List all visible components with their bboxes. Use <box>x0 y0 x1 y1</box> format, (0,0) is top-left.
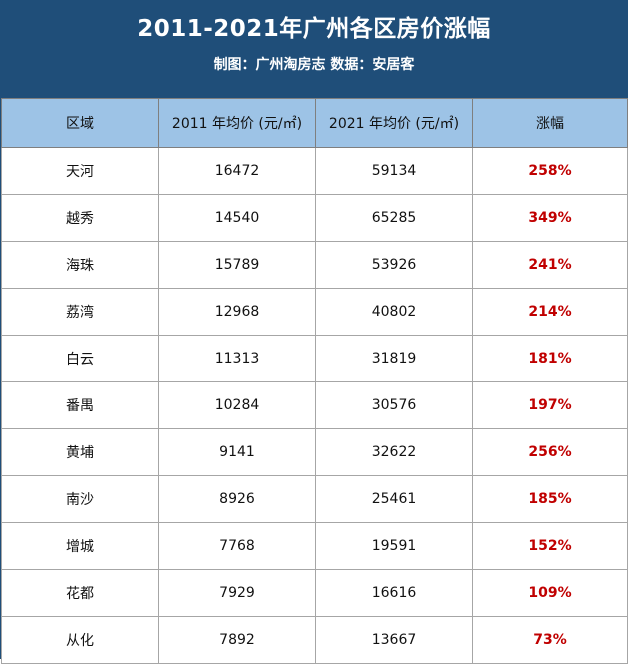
table-row: 天河 16472 59134 258% <box>1 147 628 195</box>
district-cell: 海珠 <box>1 240 159 289</box>
price-table: 区域 2011 年均价 (元/㎡) 2021 年均价 (元/㎡) 涨幅 天河 1… <box>1 98 628 664</box>
growth-cell: 258% <box>472 147 628 195</box>
table-row: 白云 11313 31819 181% <box>1 334 628 383</box>
price-2011-cell: 11313 <box>158 334 316 383</box>
district-cell: 从化 <box>1 615 159 664</box>
table-row: 从化 7892 13667 73% <box>1 615 628 664</box>
price-2011-cell: 12968 <box>158 287 316 336</box>
growth-cell: 73% <box>472 615 628 664</box>
growth-cell: 256% <box>472 428 628 477</box>
price-2011-cell: 9141 <box>158 428 316 477</box>
growth-cell: 152% <box>472 522 628 571</box>
price-2021-cell: 13667 <box>315 615 473 664</box>
table-row: 黄埔 9141 32622 256% <box>1 428 628 477</box>
district-cell: 荔湾 <box>1 287 159 336</box>
district-cell: 越秀 <box>1 193 159 242</box>
page-title: 2011-2021年广州各区房价涨幅 <box>137 16 491 42</box>
table-header-row: 区域 2011 年均价 (元/㎡) 2021 年均价 (元/㎡) 涨幅 <box>1 98 628 148</box>
price-2011-cell: 7929 <box>158 569 316 617</box>
district-cell: 增城 <box>1 522 159 571</box>
price-2011-cell: 8926 <box>158 475 316 524</box>
district-cell: 天河 <box>1 147 159 195</box>
source-credit: 制图：广州淘房志 数据：安居客 <box>213 57 415 73</box>
growth-cell: 241% <box>472 240 628 289</box>
price-2021-cell: 16616 <box>315 569 473 617</box>
growth-cell: 181% <box>472 334 628 383</box>
price-2021-cell: 53926 <box>315 240 473 289</box>
price-2021-cell: 59134 <box>315 147 473 195</box>
district-cell: 番禺 <box>1 381 159 430</box>
price-2011-cell: 16472 <box>158 147 316 195</box>
title-banner: 2011-2021年广州各区房价涨幅 制图：广州淘房志 数据：安居客 <box>1 1 627 98</box>
growth-cell: 349% <box>472 193 628 242</box>
district-cell: 白云 <box>1 334 159 383</box>
column-header-price-2011: 2011 年均价 (元/㎡) <box>158 98 316 148</box>
price-2011-cell: 7892 <box>158 615 316 664</box>
growth-cell: 197% <box>472 381 628 430</box>
price-2021-cell: 30576 <box>315 381 473 430</box>
price-2011-cell: 10284 <box>158 381 316 430</box>
table-row: 海珠 15789 53926 241% <box>1 240 628 289</box>
price-2021-cell: 31819 <box>315 334 473 383</box>
price-2021-cell: 65285 <box>315 193 473 242</box>
table-row: 花都 7929 16616 109% <box>1 569 628 617</box>
price-2011-cell: 15789 <box>158 240 316 289</box>
column-header-district: 区域 <box>1 98 159 148</box>
price-2021-cell: 19591 <box>315 522 473 571</box>
table-row: 荔湾 12968 40802 214% <box>1 287 628 336</box>
price-2021-cell: 25461 <box>315 475 473 524</box>
table-row: 增城 7768 19591 152% <box>1 522 628 571</box>
table-row: 番禺 10284 30576 197% <box>1 381 628 430</box>
district-cell: 南沙 <box>1 475 159 524</box>
district-cell: 黄埔 <box>1 428 159 477</box>
district-cell: 花都 <box>1 569 159 617</box>
price-2021-cell: 40802 <box>315 287 473 336</box>
column-header-growth: 涨幅 <box>472 98 628 148</box>
growth-cell: 185% <box>472 475 628 524</box>
growth-cell: 214% <box>472 287 628 336</box>
column-header-price-2021: 2021 年均价 (元/㎡) <box>315 98 473 148</box>
price-2021-cell: 32622 <box>315 428 473 477</box>
table-row: 南沙 8926 25461 185% <box>1 475 628 524</box>
table-row: 越秀 14540 65285 349% <box>1 193 628 242</box>
price-2011-cell: 7768 <box>158 522 316 571</box>
price-2011-cell: 14540 <box>158 193 316 242</box>
growth-cell: 109% <box>472 569 628 617</box>
